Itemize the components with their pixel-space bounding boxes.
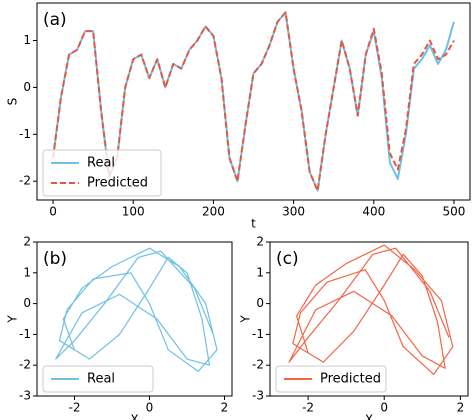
y-axis-label: Y — [6, 315, 20, 324]
y-tick-label: 2 — [256, 235, 264, 249]
panel-label: (b) — [43, 249, 67, 269]
y-axis-label: S — [6, 98, 20, 106]
legend-box — [42, 365, 154, 393]
x-tick-label: 0 — [49, 205, 57, 219]
x-axis-label: X — [365, 413, 373, 420]
y-tick-label: 1 — [256, 265, 264, 279]
plot-frame — [36, 241, 233, 397]
y-tick-label: 0 — [23, 80, 31, 94]
series-line — [288, 244, 454, 376]
x-tick-label: 2 — [457, 401, 465, 415]
legend-label: Predicted — [320, 372, 381, 387]
legend-label: Real — [87, 372, 115, 387]
x-tick-label: 2 — [221, 401, 229, 415]
x-tick-label: -2 — [69, 401, 81, 415]
y-tick-label: -3 — [19, 389, 31, 403]
y-tick-label: -1 — [252, 327, 264, 341]
x-tick-label: 0 — [380, 401, 388, 415]
y-tick-label: 2 — [23, 235, 31, 249]
y-tick-label: 0 — [23, 296, 31, 310]
y-tick-label: 1 — [23, 265, 31, 279]
plot-frame — [269, 241, 469, 397]
y-tick-label: 1 — [23, 33, 31, 47]
x-tick-label: 400 — [362, 205, 385, 219]
legend-box — [42, 149, 162, 197]
series-line — [55, 247, 218, 372]
y-axis-label: Y — [239, 315, 253, 324]
x-tick-label: -2 — [302, 401, 314, 415]
legend-label: Real — [87, 156, 115, 171]
x-axis-label: X — [130, 413, 138, 420]
y-tick-label: -1 — [19, 127, 31, 141]
panel-label: (c) — [276, 249, 299, 269]
x-axis-label: t — [251, 217, 256, 231]
y-tick-label: -2 — [19, 174, 31, 188]
series-line — [52, 11, 455, 192]
legend-box — [275, 365, 387, 393]
x-tick-label: 200 — [202, 205, 225, 219]
x-tick-label: 0 — [146, 401, 154, 415]
series-line — [52, 11, 455, 192]
legend-label: Predicted — [87, 176, 148, 191]
y-tick-label: -3 — [252, 389, 264, 403]
x-tick-label: 300 — [282, 205, 305, 219]
x-tick-label: 100 — [122, 205, 145, 219]
y-tick-label: -2 — [19, 358, 31, 372]
x-tick-label: 500 — [443, 205, 466, 219]
y-tick-label: -1 — [19, 327, 31, 341]
y-tick-label: -2 — [252, 358, 264, 372]
panel-label: (a) — [43, 10, 67, 30]
y-tick-label: 0 — [256, 296, 264, 310]
plot-frame — [36, 2, 471, 201]
